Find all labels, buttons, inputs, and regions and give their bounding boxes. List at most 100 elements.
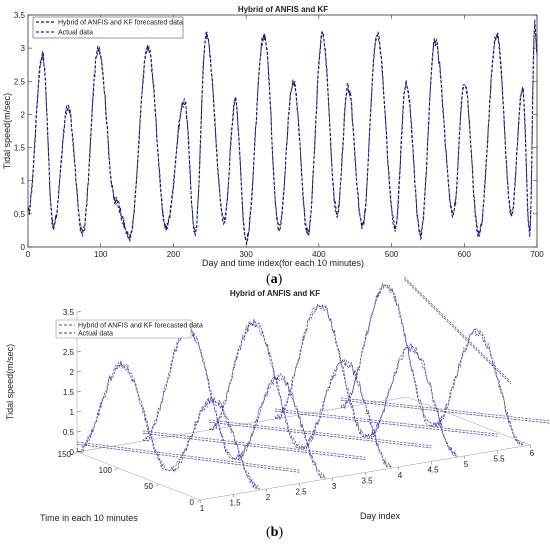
chart-b-xtick-label: 5 [464,460,469,469]
chart-b-xtick-label: 5.5 [493,455,505,464]
chart-b-xtick-label: 2.5 [295,488,307,497]
chart-b-z-label: Time in each 10 minutes [40,513,138,523]
chart-b-xtick-label: 3.5 [361,477,373,486]
series-b-actual-curve [76,360,260,490]
chart-b-xtick-mark [529,444,532,449]
chart-b-xtick-mark [199,499,202,504]
chart-a-x-label: Day and time index(for each 10 minutes) [202,258,364,268]
chart-b-title: Hybrid of ANFIS and KF [230,289,320,298]
chart-b-series [76,276,550,490]
chart-b-legend-box [55,319,192,339]
series-b-forecast-curve [274,303,458,457]
series-b-actual-curve [208,319,392,468]
chart-a-ytick-label: 2 [21,110,26,119]
series-b-forecast-link [142,430,366,458]
chart-b-ztick-label: 50 [144,482,153,491]
chart-b-ztick-mark [155,483,160,487]
chart-b-xtick-mark [430,461,433,465]
chart-a-xtick-label: 100 [94,250,108,259]
series-b-actual-link [76,443,300,473]
series-b-actual-curve [142,326,326,479]
legend-label-forecast: Hybrid of ANFIS and KF forecasted data [58,20,183,27]
caption-b: (b) [266,525,283,540]
chart-b-xtick-mark [265,488,268,493]
chart-a-ytick-label: 2.5 [14,77,26,86]
chart-b-ytick-mark [76,411,82,413]
chart-b-ytick-label: 1.5 [63,388,75,397]
chart-b-legend: Hybrid of ANFIS and KF forecasted data A… [55,319,203,339]
chart-b-axis-edge [406,396,531,446]
chart-b-ztick-label: 100 [99,466,113,475]
chart-b-y-label: Tidal speed(m/sec) [5,344,15,420]
chart-b-ztick-mark [114,467,119,471]
series-b-forecast-link [208,419,432,447]
series-b-forecast-link [340,397,550,422]
chart-a-legend-box [32,16,184,39]
chart-b-xtick-label: 1 [200,504,205,513]
series-b-actual-link [208,421,432,449]
chart-b-ztick-label: 0 [190,498,195,507]
chart-b-ytick-label: 3.5 [63,308,75,317]
chart-a-legend: Hybrid of ANFIS and KF forecasted data A… [32,16,184,39]
chart-a-title: Hybrid of ANFIS and KF [238,5,328,14]
series-b-actual-curve [340,284,524,446]
chart-a-xtick-label: 700 [530,250,544,259]
series-b-actual-link [404,278,512,385]
chart-b: Hybrid of ANFIS and KF 0 0.5 1 1.5 2 2.5 3 3.5 1… [5,276,550,523]
chart-b-ytick-label: 2 [70,368,75,377]
chart-b-ytick-mark [76,351,82,353]
chart-b-ytick-mark [76,391,82,393]
caption-a: (a) [266,272,283,287]
chart-a-ytick-label: 3.5 [14,11,26,20]
chart-a-x-ticks: 0 100 200 300 400 500 600 700 [26,15,544,259]
series-b-forecast-link [76,441,300,471]
chart-b-ytick-mark [76,431,82,433]
chart-b-xtick-label: 4.5 [427,466,439,475]
chart-b-xtick-label: 6 [530,449,535,458]
chart-a-ytick-label: 0.5 [14,210,26,219]
chart-b-axis-edge [76,396,408,453]
chart-b-axis-edge [76,451,201,501]
chart-b-xtick-mark [496,450,499,454]
chart-b-ytick-label: 0.5 [63,428,75,437]
chart-a-xtick-label: 500 [385,250,399,259]
legend-label-actual: Actual data [58,30,93,37]
chart-b-ztick-mark [73,451,78,455]
series-b-forecast-link [404,276,512,383]
chart-a-y-label: Tidal speed(m/sec) [2,93,12,169]
chart-b-xtick-label: 4 [398,471,403,480]
chart-b-xtick-mark [232,494,235,498]
chart-b-xtick-mark [331,477,334,482]
chart-a-ytick-label: 3 [21,44,26,53]
chart-a-xtick-label: 400 [312,250,326,259]
series-b-actual-link [142,432,366,460]
chart-a-xtick-label: 200 [167,250,181,259]
chart-a-y-ticks: 0 0.5 1 1.5 2 2.5 3 3.5 [14,11,537,252]
chart-b-x-label: Day index [360,511,401,521]
chart-b-xtick-mark [397,466,400,471]
chart-a-ytick-label: 0 [21,243,26,252]
chart-b-ytick-mark [76,371,82,373]
chart-a-xtick-label: 0 [26,250,31,259]
legend-b-label-actual: Actual data [78,331,113,338]
chart-a-series [27,19,538,245]
chart-a-xtick-label: 600 [458,250,472,259]
series-b-forecast-link [274,408,498,435]
chart-a-ytick-label: 1.5 [14,144,26,153]
chart-b-ytick-mark [76,311,82,313]
chart-b-ztick-label: 150 [58,450,72,459]
series-b-actual-link [340,399,550,424]
chart-b-xtick-mark [364,472,367,476]
chart-b-ytick-label: 1 [70,408,75,417]
chart-b-xtick-label: 1.5 [229,499,241,508]
series-b-actual-curve [274,303,458,457]
series-b-actual-link [274,410,498,437]
chart-b-xtick-label: 3 [332,482,337,491]
legend-b-label-forecast: Hybrid of ANFIS and KF forecasted data [78,323,203,330]
chart-b-xtick-mark [298,483,301,487]
series-b-forecast-curve [208,320,392,468]
chart-a-ytick-label: 1 [21,177,26,186]
chart-b-xtick-label: 2 [266,493,271,502]
chart-b-ytick-label: 2.5 [63,348,75,357]
